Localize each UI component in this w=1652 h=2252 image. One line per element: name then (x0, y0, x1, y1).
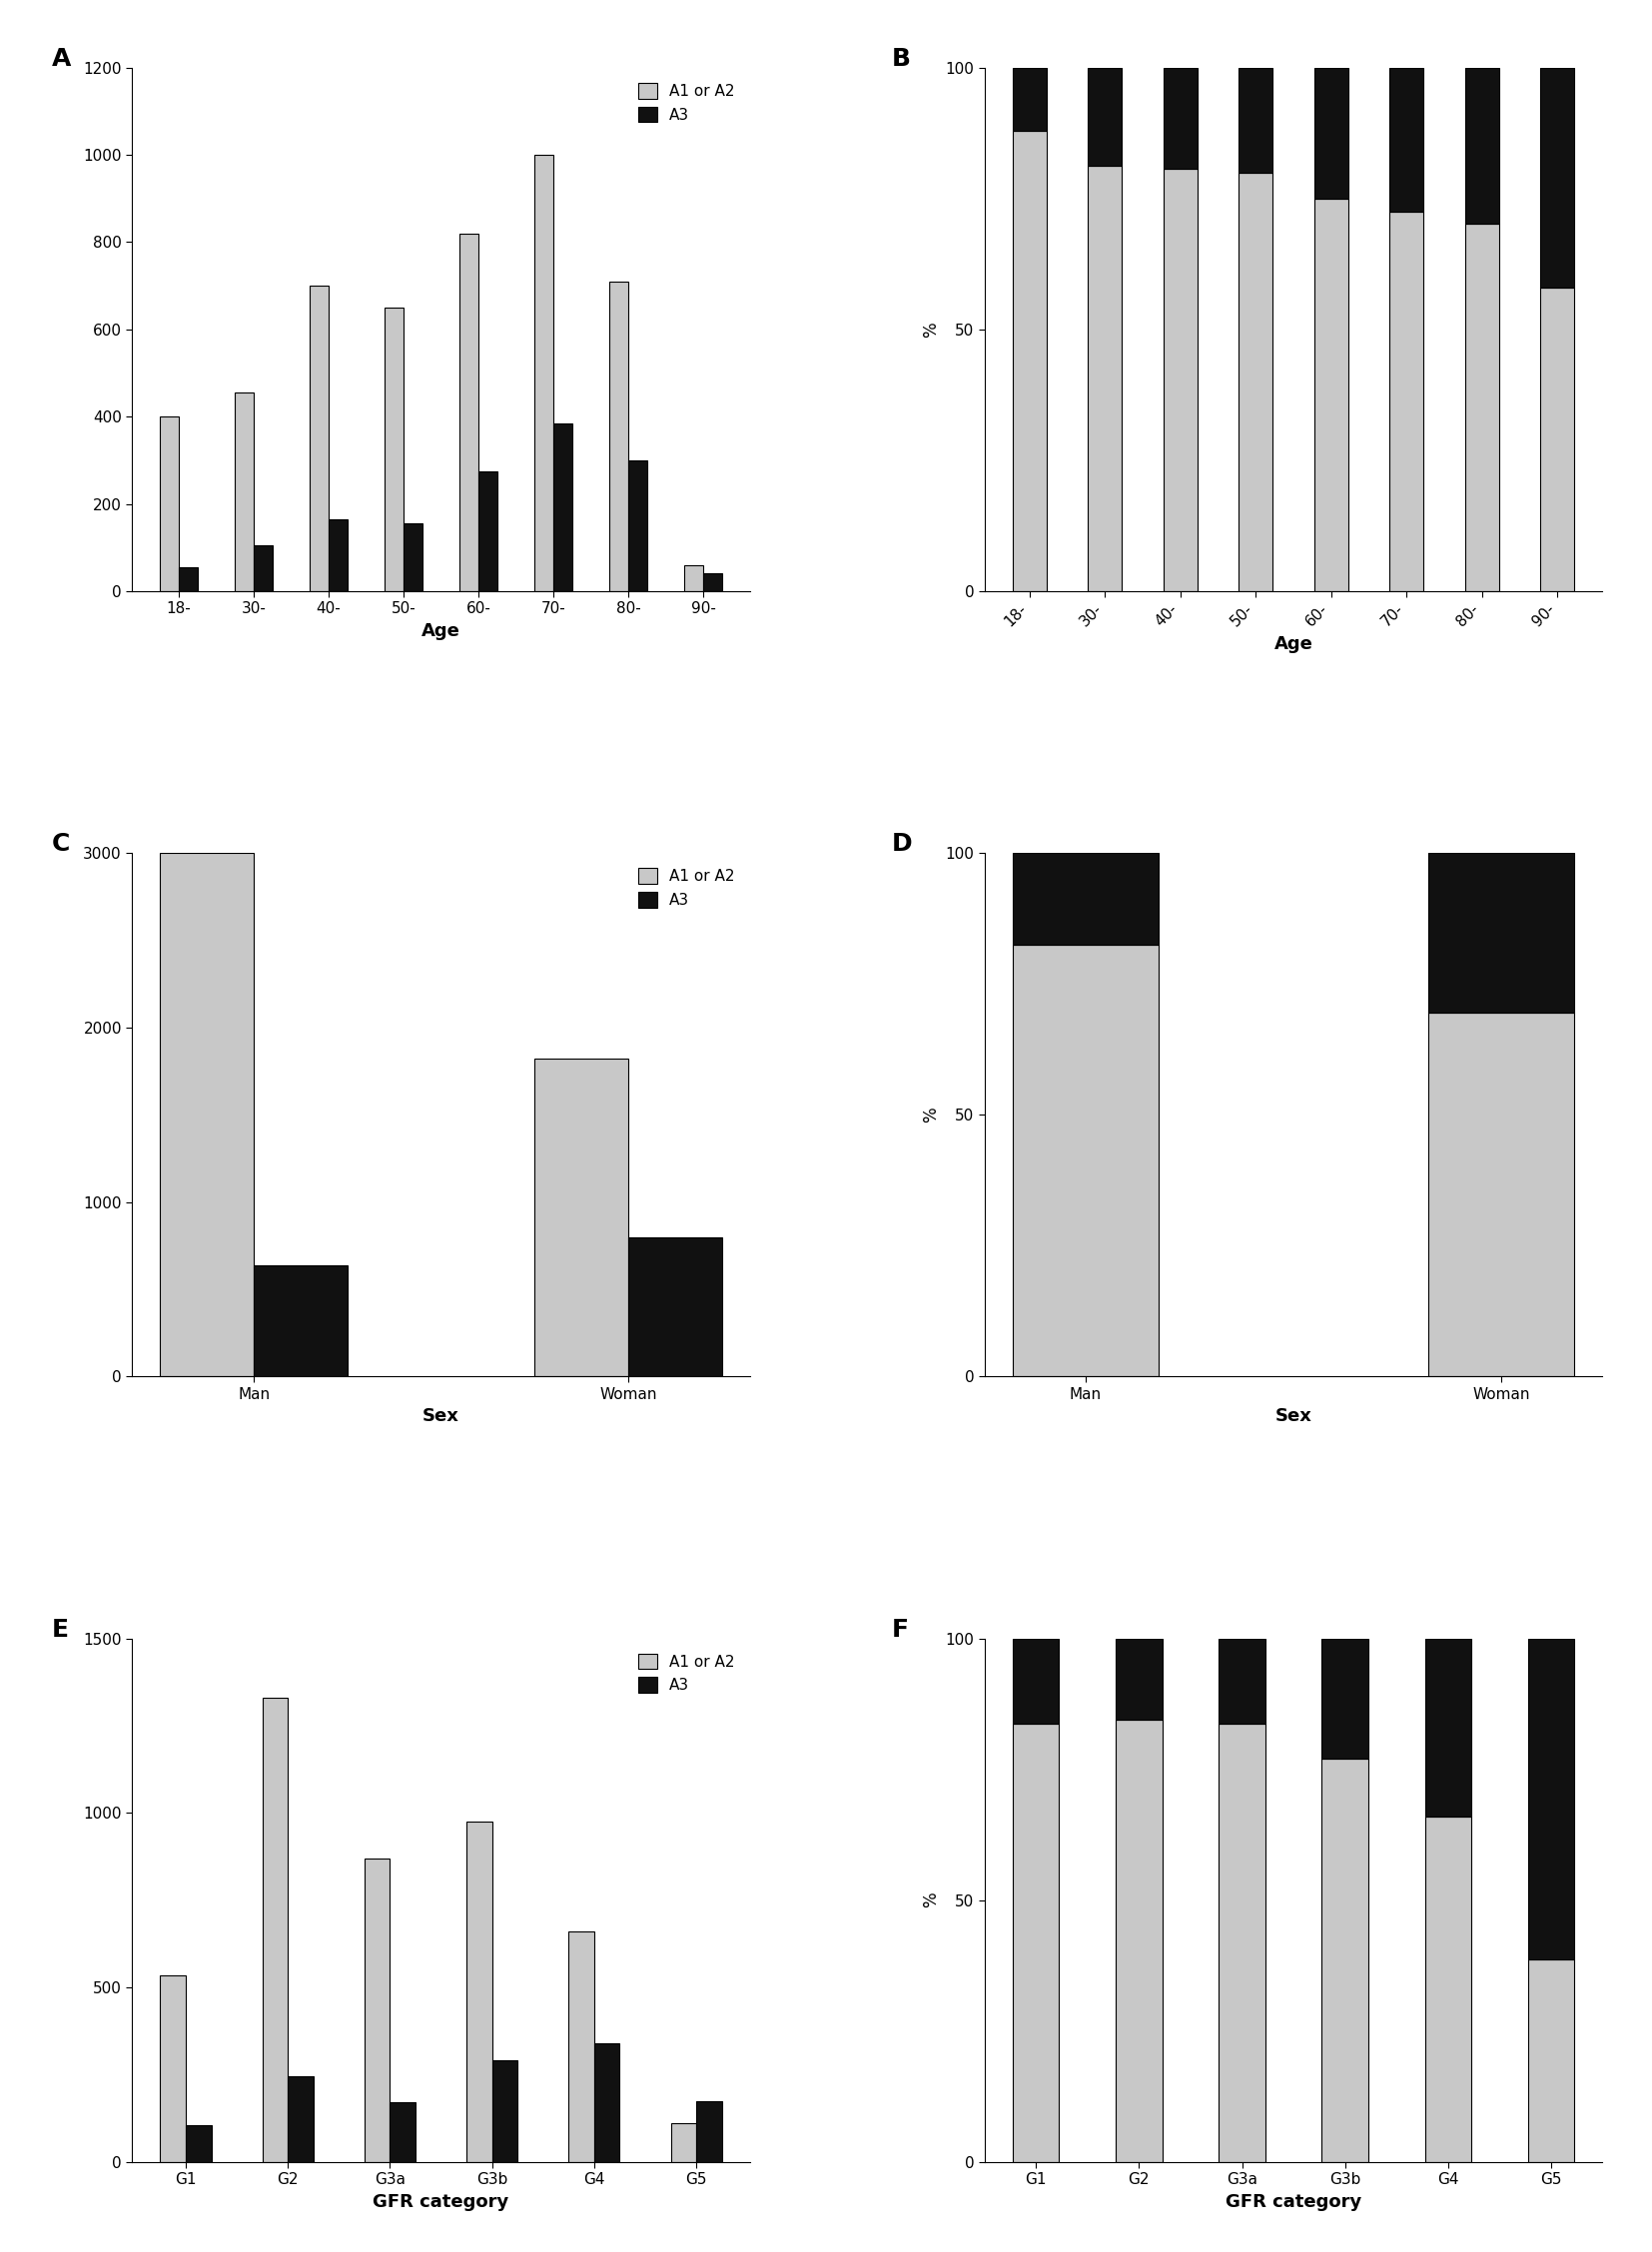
Bar (466, 1822, 492, 2162)
Bar (1322, 1759, 1368, 2162)
Bar (160, 1975, 185, 2162)
Bar (311, 286, 329, 592)
Bar (1239, 68, 1272, 173)
Bar (1115, 1721, 1161, 2162)
Bar (1013, 1639, 1059, 1725)
Bar (1315, 198, 1348, 592)
Bar (1013, 131, 1047, 592)
Bar (695, 2101, 722, 2162)
Bar (459, 234, 479, 592)
Bar (1389, 212, 1424, 592)
X-axis label: GFR category: GFR category (373, 2193, 509, 2211)
Legend: A1 or A2, A3: A1 or A2, A3 (631, 860, 742, 914)
Bar (1528, 1959, 1574, 2162)
Bar (254, 545, 273, 592)
Bar (254, 1266, 347, 1376)
Bar (287, 2076, 314, 2162)
Bar (1540, 288, 1574, 592)
X-axis label: Age: Age (1274, 635, 1313, 653)
Bar (1219, 1639, 1265, 1723)
Y-axis label: %: % (922, 1108, 940, 1121)
Legend: A1 or A2, A3: A1 or A2, A3 (631, 74, 742, 131)
Y-axis label: %: % (922, 1892, 940, 1907)
Bar (263, 1698, 287, 2162)
Bar (1089, 167, 1122, 592)
Bar (628, 459, 648, 592)
Text: C: C (51, 831, 69, 856)
Bar (1322, 1639, 1368, 1759)
Bar (671, 2124, 695, 2162)
Bar (365, 1858, 390, 2162)
X-axis label: Sex: Sex (423, 1408, 459, 1426)
Legend: A1 or A2, A3: A1 or A2, A3 (631, 1646, 742, 1700)
Bar (610, 282, 628, 592)
Bar (628, 1236, 722, 1376)
Bar (1163, 169, 1198, 592)
Bar (160, 417, 178, 592)
Text: E: E (51, 1617, 69, 1642)
Bar (1013, 854, 1158, 944)
X-axis label: Sex: Sex (1275, 1408, 1312, 1426)
Bar (1239, 173, 1272, 592)
Text: F: F (892, 1617, 909, 1642)
Bar (185, 2126, 211, 2162)
Bar (329, 520, 347, 592)
X-axis label: GFR category: GFR category (1226, 2193, 1361, 2211)
Bar (568, 1932, 595, 2162)
Bar (1389, 68, 1424, 212)
Bar (704, 574, 722, 592)
Bar (385, 309, 403, 592)
Text: A: A (51, 47, 71, 70)
Bar (1465, 68, 1498, 223)
Bar (1426, 1817, 1472, 2162)
Bar (160, 854, 254, 1376)
Bar (235, 392, 254, 592)
Bar (1115, 1639, 1161, 1721)
Bar (403, 522, 423, 592)
Bar (1163, 68, 1198, 169)
Bar (535, 1058, 628, 1376)
Bar (479, 471, 497, 592)
Bar (1013, 944, 1158, 1376)
Bar (535, 155, 553, 592)
Text: B: B (892, 47, 910, 70)
Bar (1540, 68, 1574, 288)
Bar (178, 568, 198, 592)
Bar (1429, 1013, 1574, 1376)
Bar (553, 423, 572, 592)
X-axis label: Age: Age (421, 622, 461, 640)
Bar (1528, 1639, 1574, 1959)
Bar (1465, 223, 1498, 592)
Bar (1089, 68, 1122, 167)
Bar (1219, 1723, 1265, 2162)
Text: D: D (892, 831, 912, 856)
Bar (595, 2043, 620, 2162)
Bar (1429, 854, 1574, 1013)
Bar (492, 2061, 517, 2162)
Bar (1013, 68, 1047, 131)
Y-axis label: %: % (922, 322, 940, 338)
Bar (1013, 1725, 1059, 2162)
Bar (1315, 68, 1348, 198)
Bar (684, 565, 704, 592)
Bar (390, 2103, 416, 2162)
Bar (1426, 1639, 1472, 1817)
